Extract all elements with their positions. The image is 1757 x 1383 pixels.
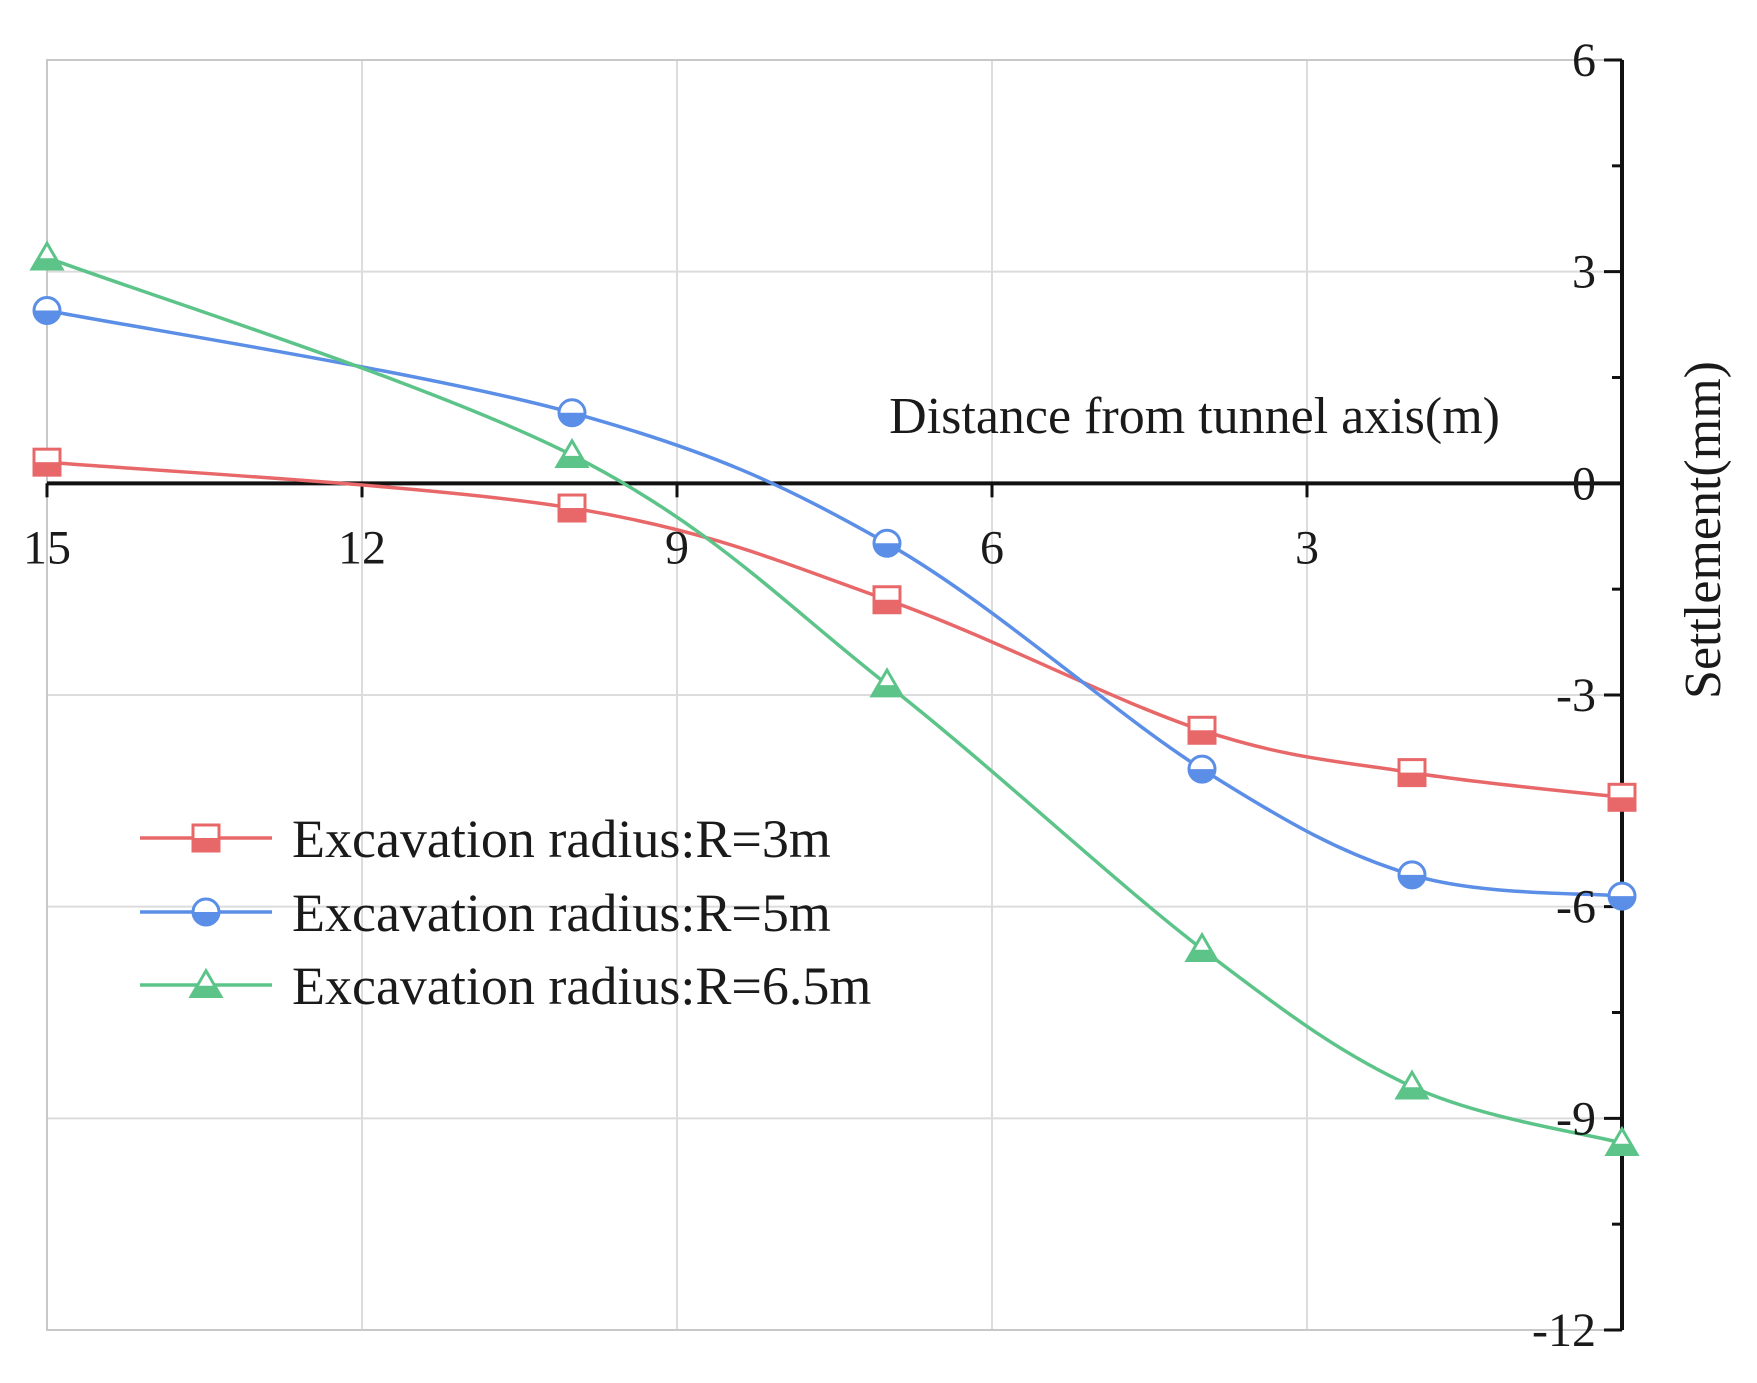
legend-item-2: Excavation radius:R=6.5m: [140, 956, 871, 1016]
axes: [45, 58, 1624, 1332]
x-axis-title: Distance from tunnel axis(m): [889, 388, 1500, 445]
y-tick-label-1: 3: [1572, 246, 1596, 299]
y-tick-label-6: -12: [1532, 1304, 1596, 1357]
grid-lines: [47, 60, 1622, 1330]
data-point-s2-3: [1184, 931, 1220, 962]
x-tick-label-3: 6: [980, 521, 1004, 574]
legend-item-1: Excavation radius:R=5m: [140, 883, 831, 943]
legend-label-1: Excavation radius:R=5m: [292, 883, 831, 943]
data-point-s0-1: [557, 493, 587, 523]
data-point-s2-5: [1604, 1125, 1640, 1156]
data-point-s1-4: [1397, 860, 1427, 890]
legend-label-2: Excavation radius:R=6.5m: [292, 956, 871, 1016]
data-point-s1-1: [557, 398, 587, 428]
legend: Excavation radius:R=3m Excavation radius:…: [140, 809, 871, 1016]
y-tick-label-5: -9: [1556, 1092, 1596, 1145]
data-point-s0-5: [1607, 782, 1637, 812]
data-point-s1-0: [32, 295, 62, 325]
tick-labels: 15 12 9 6 3 6 3 0 -3 -6 -9 -12: [23, 34, 1596, 1357]
data-point-s0-4: [1397, 758, 1427, 788]
x-tick-label-2: 9: [665, 521, 689, 574]
data-point-s1-2: [872, 528, 902, 558]
legend-item-0: Excavation radius:R=3m: [140, 809, 831, 869]
legend-marker-0: [191, 823, 221, 853]
data-point-s1-5: [1607, 881, 1637, 911]
y-axis-title: Settlement(mm): [1675, 361, 1732, 699]
y-tick-label-2: 0: [1572, 457, 1596, 510]
data-point-s0-0: [32, 447, 62, 477]
x-tick-label-1: 12: [338, 521, 386, 574]
data-point-s1-3: [1187, 754, 1217, 784]
x-tick-label-4: 3: [1295, 521, 1319, 574]
y-tick-label-3: -3: [1556, 669, 1596, 722]
x-tick-label-0: 15: [23, 521, 71, 574]
data-point-s0-2: [872, 585, 902, 615]
data-point-s2-0: [29, 240, 65, 271]
legend-label-0: Excavation radius:R=3m: [292, 809, 831, 869]
data-point-s2-4: [1394, 1069, 1430, 1100]
data-point-s0-3: [1187, 715, 1217, 745]
legend-marker-1: [191, 897, 221, 927]
y-tick-label-0: 6: [1572, 34, 1596, 87]
series-markers: [29, 240, 1640, 1156]
y-tick-label-4: -6: [1556, 881, 1596, 934]
legend-marker-2: [188, 967, 224, 998]
data-point-s2-2: [869, 667, 905, 698]
data-point-s2-1: [554, 437, 590, 469]
